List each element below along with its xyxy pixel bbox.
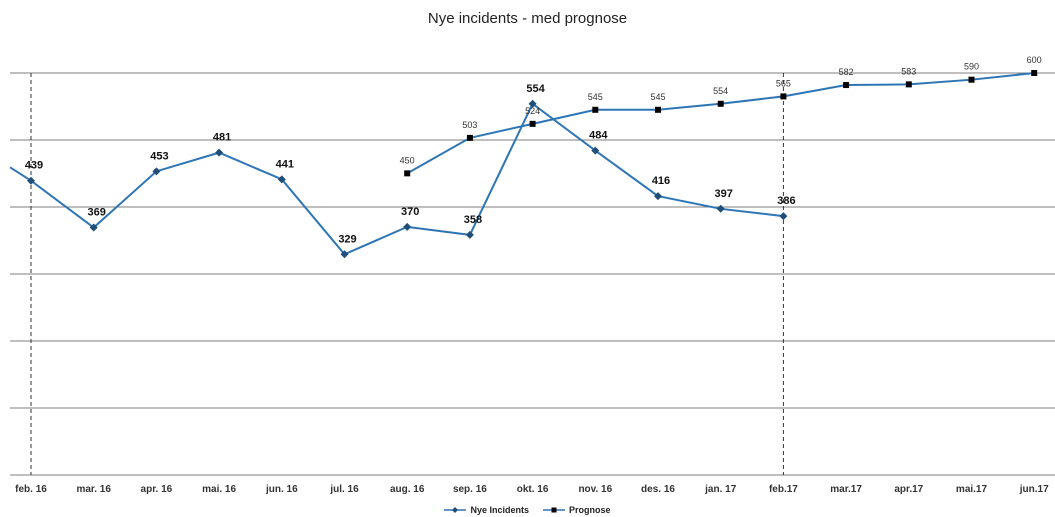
data-point-diamond [528, 99, 537, 108]
data-point-square [968, 76, 975, 83]
data-point-diamond [654, 192, 662, 201]
data-point-square [592, 106, 599, 113]
data-label: 329 [338, 233, 356, 245]
data-label: 582 [839, 67, 854, 77]
data-label: 369 [88, 207, 106, 219]
x-tick-label: mar.17 [830, 484, 862, 495]
data-label: 386 [777, 195, 795, 207]
data-point-diamond [591, 146, 600, 155]
x-tick-label: jun. 16 [265, 484, 298, 495]
data-point-square [905, 81, 912, 88]
x-tick-label: apr. 16 [141, 484, 173, 495]
data-point-square [529, 120, 536, 127]
data-point-square [466, 134, 473, 141]
data-label: 503 [462, 120, 477, 130]
data-point-square [717, 100, 724, 107]
data-label: 590 [964, 62, 979, 72]
data-point-diamond [716, 204, 725, 213]
data-point-diamond [403, 222, 412, 231]
data-label: 545 [650, 92, 665, 102]
data-label: 441 [276, 158, 294, 170]
x-tick-label: feb. 16 [15, 484, 47, 495]
data-point-diamond [340, 250, 349, 259]
x-tick-label: mar. 16 [76, 484, 111, 495]
x-tick-label: sep. 16 [453, 484, 487, 495]
data-point-diamond [465, 230, 474, 239]
x-tick-label: des. 16 [641, 484, 675, 495]
legend-item-nye-incidents: Nye Incidents [444, 505, 529, 515]
data-point-square [843, 82, 850, 89]
data-label: 416 [652, 175, 670, 187]
data-point-diamond [152, 167, 161, 176]
data-point-square [404, 170, 411, 177]
x-tick-label: mai.17 [956, 484, 988, 495]
legend-item-prognose: Prognose [543, 505, 611, 515]
data-label: 397 [715, 188, 733, 200]
data-label: 554 [526, 83, 545, 95]
x-tick-label: apr.17 [894, 484, 923, 495]
data-point-diamond [215, 148, 224, 157]
data-label: 439 [25, 160, 43, 172]
data-label: 524 [525, 106, 540, 116]
data-label: 554 [713, 86, 728, 96]
legend-line-square-icon [543, 507, 565, 513]
x-tick-label: feb.17 [769, 484, 798, 495]
legend-line-diamond-icon [444, 507, 467, 513]
series-line-nye-incidents [9, 102, 784, 256]
data-point-diamond [89, 223, 98, 232]
legend: Nye Incidents Prognose [0, 505, 1055, 515]
x-tick-label: jan. 17 [704, 484, 737, 495]
x-tick-label: aug. 16 [390, 484, 425, 495]
data-label: 565 [776, 78, 791, 88]
data-point-square [1031, 70, 1038, 76]
data-point-diamond [27, 176, 35, 185]
chart-title: Nye incidents - med prognose [427, 10, 628, 27]
data-point-square [655, 106, 661, 113]
plot-area: feb. 16 mar. 16 apr. 16 mai. 16 jun. 16 jul. … [9, 55, 1055, 495]
legend-label-nye-incidents: Nye Incidents [470, 505, 529, 515]
data-label: 545 [588, 92, 603, 102]
data-point-diamond [779, 212, 788, 221]
data-label: 481 [213, 132, 231, 144]
data-label: 450 [400, 155, 415, 165]
x-tick-label: okt. 16 [517, 484, 549, 495]
legend-label-prognose: Prognose [569, 505, 611, 515]
data-point-square [780, 93, 787, 100]
x-tick-label: jul. 16 [329, 484, 359, 495]
data-label: 600 [1027, 55, 1042, 65]
data-label: 453 [150, 150, 168, 162]
data-label: 583 [901, 66, 916, 76]
data-label: 358 [464, 214, 482, 226]
data-label: 370 [401, 206, 419, 218]
x-tick-label: jun.17 [1019, 484, 1049, 495]
x-tick-label: nov. 16 [578, 484, 612, 495]
data-label: 484 [589, 130, 608, 142]
x-tick-label: mai. 16 [202, 484, 236, 495]
data-point-diamond [277, 175, 286, 184]
